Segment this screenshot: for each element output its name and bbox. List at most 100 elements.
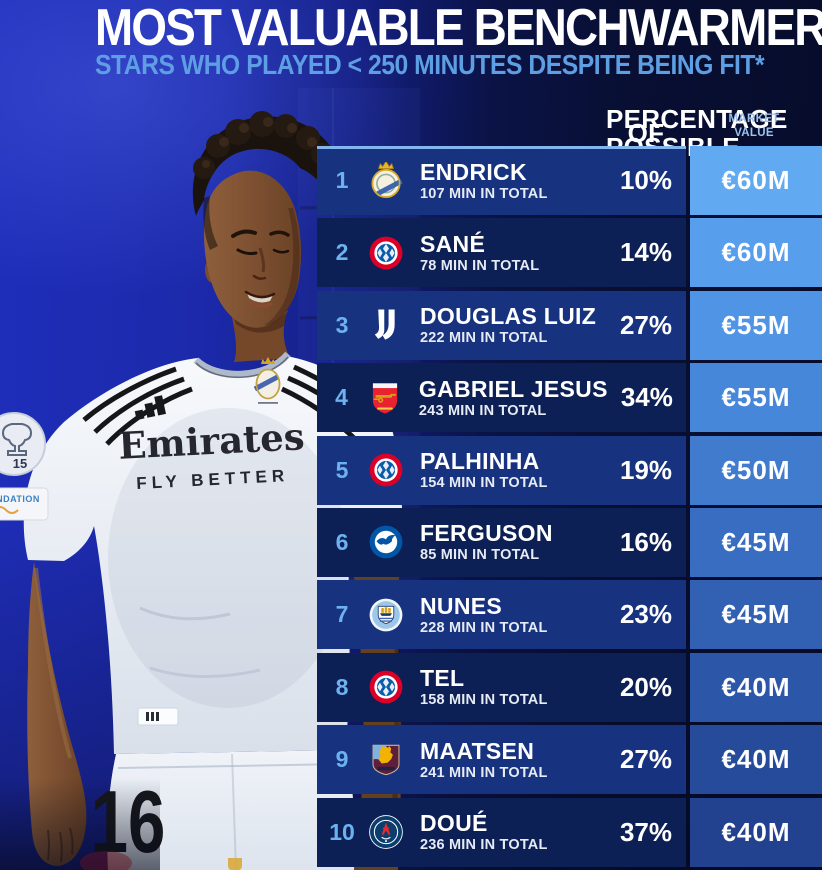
percentage-value: 20% [619,671,673,702]
row-main: 3 DOUGLAS LUIZ 222 MIN IN TOTAL 27% [317,290,686,360]
table-row: 1 ENDRICK 107 MIN IN TOTAL 10% €60M [317,146,822,215]
row-main: 5 PALHINHA 154 MIN IN TOTAL 19% [317,435,686,505]
sleeve-patch-text: NDATION [0,494,40,504]
bottom-vignette [0,778,160,870]
player-name: DOUÉ [420,810,488,837]
player-info: ENDRICK 107 MIN IN TOTAL [420,160,548,202]
market-value-cell: €45M [690,580,822,650]
table-row: 9 MAATSEN 241 MIN IN TOTAL 27% €40M [317,725,822,795]
player-minutes: 85 MIN IN TOTAL [420,547,540,564]
player-minutes: 78 MIN IN TOTAL [420,257,540,274]
table-row: 5 PALHINHA 154 MIN IN TOTAL 19% €50M [317,435,822,505]
row-main: 6 FERGUSON 85 MIN IN TOTAL 16% [317,507,686,577]
rankings-table: 1 ENDRICK 107 MIN IN TOTAL 10% €60M 2 SA… [317,146,822,867]
percentage-value: 19% [619,454,673,485]
table-row: 2 SANÉ 78 MIN IN TOTAL 14% €60M [317,218,822,288]
table-row: 8 TEL 158 MIN IN TOTAL 20% €40M [317,652,822,722]
rank-number: 10 [329,818,355,845]
player-info: SANÉ 78 MIN IN TOTAL [420,232,539,274]
real-madrid-chest-crest-icon [253,357,281,404]
sponsor-text: Emirates [117,414,305,468]
player-minutes: 107 MIN IN TOTAL [420,185,548,202]
market-value-cell: €45M [690,507,822,577]
ucl-sleeve-badge-icon: 15 [0,412,46,476]
player-info: MAATSEN 241 MIN IN TOTAL [420,739,548,781]
row-main: 2 SANÉ 78 MIN IN TOTAL 14% [317,218,686,288]
player-minutes: 158 MIN IN TOTAL [420,692,548,709]
player-minutes: 154 MIN IN TOTAL [420,475,548,492]
rank-number: 1 [335,167,349,193]
rank-number: 4 [335,384,348,411]
column-header-value-line2: VALUE [734,127,774,139]
player-name: SANÉ [420,230,486,257]
neck-shadow [232,310,287,333]
player-name: GABRIEL JESUS [418,375,608,402]
player-minutes: 228 MIN IN TOTAL [420,619,548,636]
rank-number: 7 [335,601,349,628]
column-header-value-line1: MARKET [728,113,780,125]
market-value-cell: €50M [690,435,822,505]
table-row: 10 DOUÉ 236 MIN IN TOTAL 37% €40M [317,797,822,867]
percentage-value: 34% [620,382,673,413]
sleeve-badge-number: 15 [13,456,27,471]
player-name: NUNES [420,592,503,619]
page-subtitle: STARS WHO PLAYED < 250 MINUTES DESPITE B… [95,49,765,80]
rank-number: 9 [335,746,349,773]
player-minutes: 236 MIN IN TOTAL [420,837,548,854]
player-info: GABRIEL JESUS 243 MIN IN TOTAL [419,377,608,419]
market-value-cell: €60M [690,218,822,288]
row-main: 10 DOUÉ 236 MIN IN TOTAL 37% [317,797,686,867]
player-name: ENDRICK [420,158,527,185]
brighton-crest-icon [367,523,405,561]
player-info: DOUGLAS LUIZ 222 MIN IN TOTAL [420,304,596,346]
table-row: 6 FERGUSON 85 MIN IN TOTAL 16% €45M [317,507,822,577]
percentage-value: 23% [619,599,673,630]
row-main: 8 TEL 158 MIN IN TOTAL 20% [317,652,686,722]
player-name: PALHINHA [420,448,540,475]
player-info: TEL 158 MIN IN TOTAL [420,666,548,708]
bayern-munich-crest-icon [367,668,405,706]
man-city-crest-icon [367,596,405,634]
player-jersey: Emirates FLY BETTER 15 NDATION [0,351,403,754]
rank-number: 3 [335,311,349,338]
bayern-munich-crest-icon [367,451,405,489]
column-header-market-value: MARKET VALUE [729,112,780,140]
rank-number: 8 [335,673,349,700]
player-name: TEL [420,665,465,692]
market-value-cell: €40M [690,797,822,867]
player-name: FERGUSON [420,520,553,547]
market-value-cell: €40M [690,725,822,795]
player-name: MAATSEN [420,737,535,764]
player-info: NUNES 228 MIN IN TOTAL [420,594,548,636]
player-name: DOUGLAS LUIZ [420,303,597,330]
player-info: PALHINHA 154 MIN IN TOTAL [420,449,548,491]
table-row: 7 NUNES 228 MIN IN TOTAL 23% €45M [317,580,822,650]
player-minutes: 243 MIN IN TOTAL [418,402,547,419]
table-row: 4 GABRIEL JESUS 243 MIN IN TOTAL 34% €55… [317,363,822,433]
shorts-crest-icon [228,858,242,870]
adidas-logo-icon [134,395,166,421]
rank-number: 2 [335,239,349,266]
player-minutes: 241 MIN IN TOTAL [420,764,548,781]
row-main: 1 ENDRICK 107 MIN IN TOTAL 10% [317,146,686,215]
market-value-cell: €60M [690,146,822,215]
market-value-cell: €55M [690,363,822,433]
juventus-crest-icon [367,306,405,344]
market-value-cell: €40M [690,652,822,722]
percentage-value: 16% [619,526,673,557]
percentage-value: 10% [619,165,673,195]
row-main: 9 MAATSEN 241 MIN IN TOTAL 27% [317,725,686,795]
psg-crest-icon [367,813,405,851]
player-minutes: 222 MIN IN TOTAL [420,330,548,347]
percentage-value: 14% [619,237,673,268]
arsenal-crest-icon [366,379,404,417]
percentage-value: 27% [619,309,673,340]
page-title: MOST VALUABLE BENCHWARMERS [95,0,822,57]
player-info: FERGUSON 85 MIN IN TOTAL [420,521,553,563]
player-info: DOUÉ 236 MIN IN TOTAL [420,811,548,853]
row-main: 7 NUNES 228 MIN IN TOTAL 23% [317,580,686,650]
bayern-munich-crest-icon [367,234,405,272]
percentage-value: 37% [619,816,673,847]
player-head [192,111,343,328]
real-madrid-crest-icon [367,161,405,200]
